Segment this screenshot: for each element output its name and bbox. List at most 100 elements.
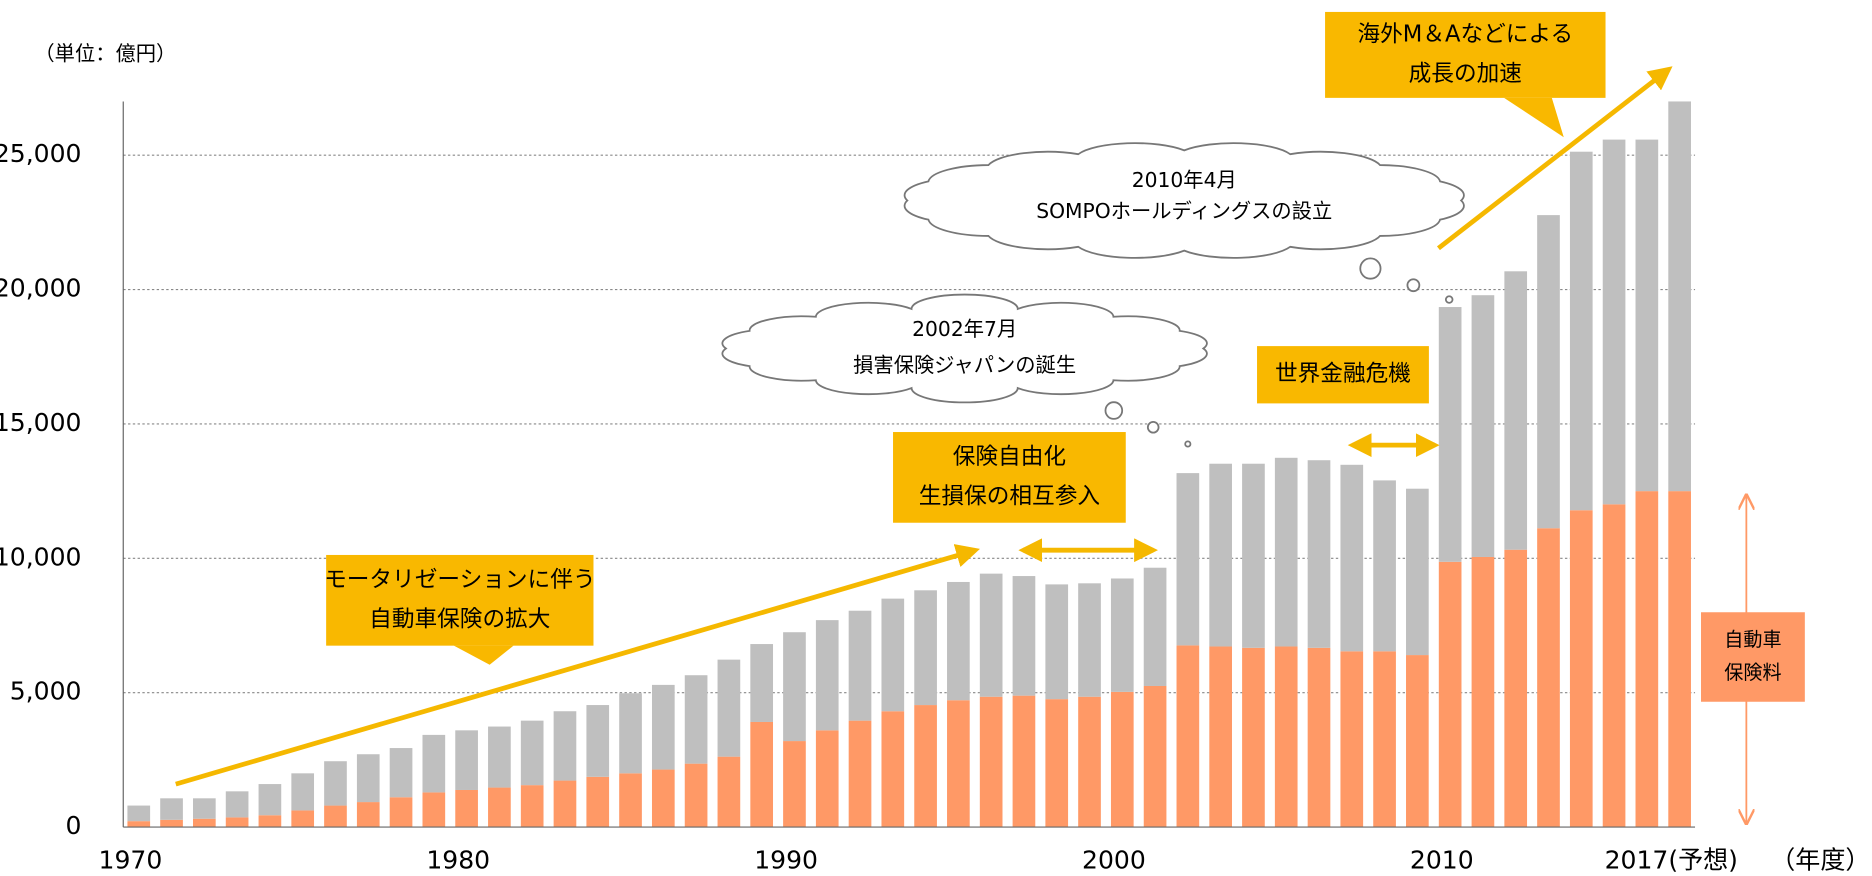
bar-segment [1373, 480, 1396, 652]
bar-segment [1471, 556, 1495, 828]
bar-segment [160, 819, 183, 828]
bar-segment [324, 805, 347, 828]
bar-segment [356, 754, 380, 803]
y-tick-label: 10,000 [0, 542, 81, 571]
x-tick-label: 1990 [754, 846, 818, 875]
bar-segment [586, 776, 610, 828]
bar-segment [947, 700, 970, 828]
bar-segment [717, 756, 741, 828]
bar-segment [258, 815, 282, 828]
x-tick-label: 2000 [1082, 846, 1146, 875]
bar-segment [356, 802, 380, 828]
y-tick-label: 15,000 [0, 408, 81, 437]
bar-segment [750, 644, 774, 722]
x-tick-label: 1970 [99, 846, 163, 875]
bar-segment [1045, 584, 1069, 700]
bar-segment [1176, 645, 1200, 828]
bar-segment [1242, 647, 1265, 828]
bar-segment [291, 810, 315, 828]
annotation-text: 保険自由化 [953, 444, 1066, 470]
bar-segment [750, 721, 774, 828]
bar-segment [1373, 651, 1396, 828]
annotation-text: 損害保険ジャパンの誕生 [853, 353, 1076, 377]
thought-bubble [1406, 278, 1421, 293]
callout-box [1325, 11, 1606, 98]
bar-segment [815, 730, 839, 828]
bar-segment [684, 675, 708, 764]
bar-segment [651, 684, 675, 770]
bar-segment [1012, 695, 1036, 828]
bar-segment [1438, 561, 1462, 828]
bar-segment [1307, 460, 1331, 648]
x-tick-label: 2010 [1410, 846, 1474, 875]
bar-segment [127, 805, 151, 822]
bar-segment [1602, 139, 1626, 505]
annotation-text: 2010年4月 [1132, 168, 1237, 192]
bar-segment [389, 797, 413, 828]
bar-segment [1242, 463, 1265, 648]
bar-segment [422, 792, 446, 828]
bar-segment [979, 573, 1003, 697]
thought-bubble [1444, 295, 1454, 304]
bar-segment [651, 769, 675, 828]
annotation-text: 成長の加速 [1409, 61, 1522, 87]
annotation-text: 生損保の相互参入 [919, 484, 1100, 510]
bar-segment [553, 780, 577, 828]
annotation-text: SOMPOホールディングスの設立 [1036, 199, 1332, 223]
annotation-text: 2002年7月 [912, 317, 1017, 341]
bar-segment [1537, 215, 1560, 529]
annotation-text: 世界金融危機 [1275, 361, 1411, 387]
arrow [175, 544, 980, 787]
bar-segment [1110, 578, 1134, 692]
bar-segment [848, 610, 872, 721]
bar-segment [1569, 510, 1593, 828]
callout-box [326, 554, 594, 646]
bar-segment [1406, 655, 1429, 828]
thought-bubble [1184, 440, 1192, 448]
bar-segment [1471, 295, 1495, 557]
bar-segment [192, 798, 216, 819]
bar-segment [1045, 699, 1069, 828]
bar-segment [422, 734, 446, 793]
bar-segment [848, 720, 872, 828]
callout-tail [1504, 97, 1564, 138]
bar-segment [1635, 139, 1659, 492]
x-tick-label: 2017(予想) [1605, 846, 1738, 875]
callout-tail [453, 645, 514, 665]
callout-box [1701, 612, 1805, 702]
bar-segment [225, 791, 249, 818]
bar-segment [488, 726, 511, 788]
annotation-text: 自動車 [1724, 628, 1781, 651]
bar-segment [1668, 491, 1691, 828]
bar-segment [1668, 101, 1691, 492]
bar-segment [1537, 528, 1560, 828]
y-tick-label: 25,000 [0, 139, 81, 168]
arrow [1436, 66, 1673, 251]
bar-segment [1012, 576, 1036, 696]
bar-segment [914, 590, 937, 706]
x-axis-label: （年度） [1770, 846, 1870, 875]
bar-segment [783, 632, 806, 742]
bar-segment [619, 773, 642, 828]
thought-bubble [1146, 420, 1160, 434]
y-tick-label: 20,000 [0, 274, 81, 303]
bar-segment [815, 620, 839, 731]
bar-segment [914, 705, 937, 828]
bar-segment [881, 598, 905, 712]
bar-segment [1602, 504, 1626, 828]
bar-segment [1307, 647, 1331, 828]
bar-segment [1274, 457, 1298, 647]
bar-segment [553, 711, 577, 781]
bar-segment [258, 784, 282, 816]
x-tick-label: 1980 [426, 846, 490, 875]
y-tick-label: 0 [66, 811, 82, 840]
bar-segment [1078, 696, 1101, 828]
bar-segment [1635, 491, 1659, 828]
bar-segment [1340, 651, 1364, 828]
thought-bubble [1104, 401, 1124, 420]
bar-segment [684, 763, 708, 828]
annotation-text: 自動車保険の拡大 [369, 607, 550, 633]
bar-segment [881, 711, 905, 828]
y-tick-label: 5,000 [10, 677, 82, 706]
